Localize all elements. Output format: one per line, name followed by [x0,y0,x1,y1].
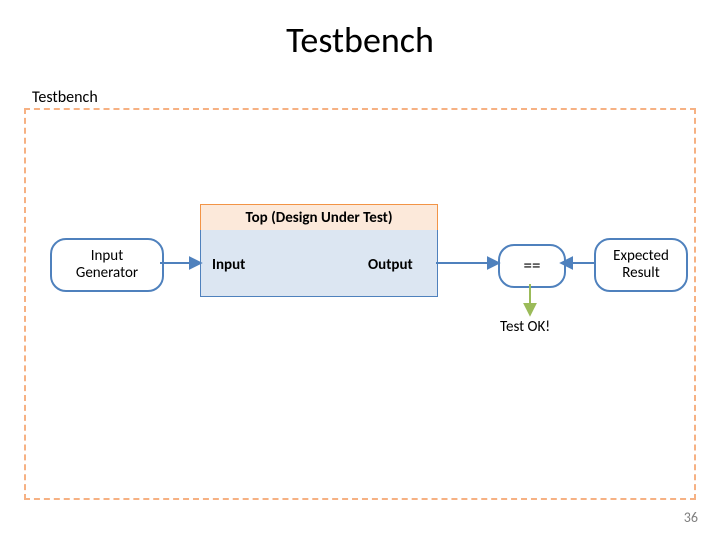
page-number: 36 [684,509,698,526]
slide: Testbench Testbench Top (Design Under Te… [0,0,720,540]
test-ok-label: Test OK! [500,318,550,336]
connectors [0,0,720,540]
